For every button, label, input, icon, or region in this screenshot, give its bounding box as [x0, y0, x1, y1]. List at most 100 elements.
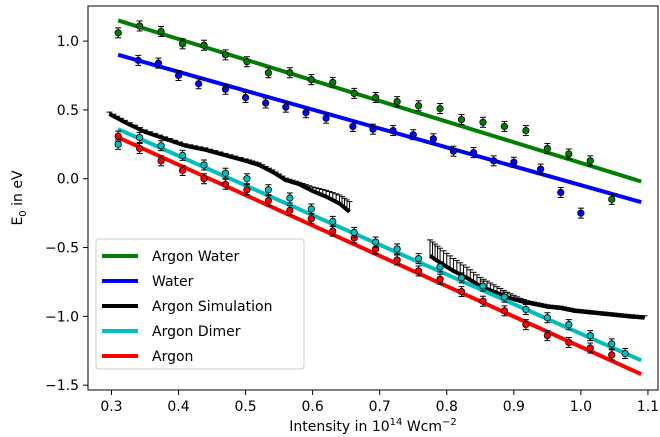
data-point — [157, 27, 165, 36]
data-point — [286, 69, 294, 77]
x-tick-label: 0.4 — [167, 399, 189, 415]
x-axis-label: Intensity in 1014 Wcm−2 — [289, 417, 457, 435]
data-point — [500, 307, 509, 315]
data-point — [577, 209, 585, 217]
data-point — [393, 256, 401, 264]
data-point — [565, 150, 573, 158]
data-point — [565, 321, 573, 329]
simulation-line — [108, 112, 351, 214]
x-tick-label: 0.8 — [436, 399, 458, 415]
data-point — [174, 71, 183, 80]
data-point — [329, 227, 337, 235]
data-point — [479, 118, 487, 126]
data-point — [369, 125, 377, 133]
data-point — [264, 186, 272, 194]
data-point — [608, 195, 616, 203]
x-axis-label-exponent: 14 — [390, 417, 403, 428]
y-tick-label: −0.5 — [45, 241, 79, 257]
data-point — [329, 78, 337, 86]
data-point — [195, 80, 203, 88]
y-axis-label-unit: in eV — [10, 170, 26, 210]
data-point — [510, 158, 518, 166]
data-point — [350, 89, 358, 97]
data-point — [479, 297, 487, 305]
x-axis-label-unit: Wcm — [402, 419, 442, 435]
legend-label: Water — [152, 274, 194, 290]
legend-label: Argon — [152, 349, 193, 365]
data-point — [221, 169, 230, 177]
data-point — [565, 338, 573, 347]
x-tick-label: 0.6 — [302, 399, 324, 415]
data-point — [221, 51, 230, 59]
data-point — [286, 206, 294, 214]
data-point — [243, 175, 251, 183]
data-point — [200, 175, 208, 183]
data-point — [243, 58, 251, 66]
data-point — [282, 103, 290, 111]
data-point — [178, 40, 187, 48]
legend: Argon Water Water Argon Simulation Argon Di… — [95, 238, 305, 370]
x-axis-label-unit-exponent: −2 — [442, 417, 457, 428]
legend-box — [95, 238, 305, 370]
data-point — [178, 151, 187, 159]
y-tick-label: −1.5 — [45, 378, 79, 394]
data-point — [414, 254, 423, 263]
x-axis-label-text: Intensity in 10 — [289, 419, 389, 435]
data-point — [522, 305, 530, 314]
y-tick-label: −1.0 — [45, 309, 79, 325]
x-tick-label: 0.9 — [503, 399, 525, 415]
data-point — [543, 314, 551, 322]
data-point — [114, 140, 122, 148]
data-point — [557, 188, 565, 197]
x-tick-label: 1.1 — [637, 399, 659, 415]
data-point — [262, 99, 270, 107]
data-point — [490, 157, 498, 165]
y-axis-label: E0 in eV — [10, 170, 29, 226]
data-point — [114, 29, 122, 37]
data-point — [389, 126, 397, 135]
x-tick-label: 0.3 — [100, 399, 122, 415]
data-point — [414, 102, 423, 110]
data-point — [200, 161, 208, 169]
data-point — [537, 165, 545, 173]
data-point — [264, 197, 272, 205]
data-point — [393, 245, 401, 253]
y-axis-label-text: E — [10, 217, 26, 226]
data-point — [621, 349, 629, 358]
data-point — [221, 180, 230, 188]
y-axis-label-subscript: 0 — [18, 210, 29, 216]
data-point — [307, 215, 315, 223]
data-point — [543, 332, 551, 340]
data-point — [329, 217, 337, 225]
x-tick-label: 0.7 — [369, 399, 391, 415]
y-tick-label: 0.0 — [57, 172, 79, 188]
fit-line — [117, 52, 642, 205]
legend-label: Argon Dimer — [152, 324, 241, 340]
data-point — [457, 274, 466, 282]
fit-line — [117, 18, 642, 184]
legend-label: Argon Water — [152, 249, 239, 265]
y-tick-label: 0.5 — [57, 103, 79, 119]
data-point — [154, 59, 163, 67]
data-point — [457, 287, 466, 296]
data-point — [436, 263, 444, 271]
data-point — [522, 321, 530, 329]
data-point — [200, 41, 208, 49]
legend-label: Argon Simulation — [152, 299, 272, 315]
data-point — [307, 76, 315, 84]
data-point — [479, 282, 487, 290]
data-point — [157, 157, 165, 165]
data-point — [322, 114, 330, 122]
data-point — [500, 293, 509, 301]
x-tick-label: 0.5 — [234, 399, 256, 415]
data-point — [134, 56, 142, 64]
data-point — [586, 332, 594, 340]
data-point — [436, 104, 444, 113]
data-point — [178, 166, 187, 175]
data-point — [608, 340, 616, 348]
x-tick-label: 1.0 — [570, 399, 592, 415]
data-point — [241, 93, 250, 102]
data-point — [586, 157, 594, 165]
data-point — [349, 122, 357, 131]
